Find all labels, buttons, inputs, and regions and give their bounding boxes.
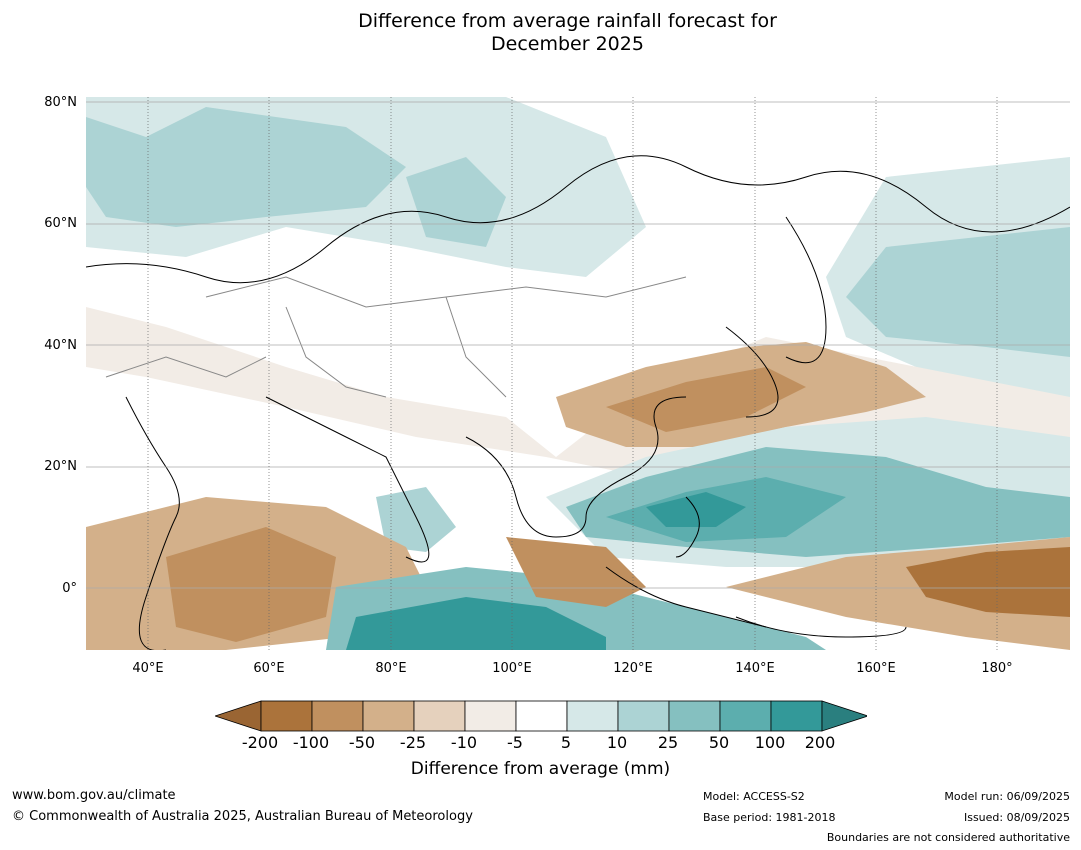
colorbar bbox=[215, 700, 867, 732]
map-title-line2: December 2025 bbox=[491, 33, 644, 55]
dry-region-maritime-continent bbox=[506, 537, 646, 607]
lon-label-160e: 160°E bbox=[856, 661, 896, 676]
latitude-gridlines bbox=[86, 101, 1070, 589]
colorbar-tick: 50 bbox=[708, 733, 730, 752]
lat-label-40n: 40°N bbox=[44, 338, 77, 353]
colorbar-cell bbox=[413, 700, 466, 732]
colorbar-cell bbox=[617, 700, 670, 732]
country-boundaries bbox=[105, 276, 687, 398]
lat-label-80n: 80°N bbox=[44, 95, 77, 110]
colorbar-cell bbox=[515, 700, 568, 732]
map-title: Difference from average rainfall forecas… bbox=[0, 10, 1081, 56]
footer-issued: Issued: 08/09/2025 bbox=[963, 811, 1070, 824]
map-title-line1: Difference from average rainfall forecas… bbox=[358, 10, 777, 32]
colorbar-cell bbox=[311, 700, 364, 732]
wet-region-bay-of-bengal bbox=[376, 487, 456, 552]
colorbar-cell bbox=[260, 700, 313, 732]
wet-region-north-pacific-inner bbox=[846, 227, 1070, 357]
lon-label-120e: 120°E bbox=[613, 661, 653, 676]
colorbar-tick: 10 bbox=[606, 733, 628, 752]
map-canvas bbox=[86, 97, 1070, 650]
lat-label-0: 0° bbox=[62, 581, 77, 596]
colorbar-tick: -50 bbox=[348, 733, 376, 752]
lon-label-100e: 100°E bbox=[492, 661, 532, 676]
colorbar-tick: 25 bbox=[657, 733, 679, 752]
footer-url[interactable]: www.bom.gov.au/climate bbox=[12, 788, 176, 803]
dry-region-equatorial-pacific-core bbox=[906, 547, 1070, 617]
colorbar-cell bbox=[566, 700, 619, 732]
colorbar-tick: -25 bbox=[399, 733, 427, 752]
coastlines bbox=[86, 155, 1070, 650]
colorbar-cell bbox=[770, 700, 823, 732]
colorbar-tick: -5 bbox=[507, 733, 523, 752]
lat-label-20n: 20°N bbox=[44, 459, 77, 474]
lon-label-80e: 80°E bbox=[375, 661, 407, 676]
colorbar-cell bbox=[362, 700, 415, 732]
colorbar-tick: -10 bbox=[450, 733, 478, 752]
colorbar-tick: 100 bbox=[754, 733, 786, 752]
lon-label-140e: 140°E bbox=[735, 661, 775, 676]
wet-region-siberia bbox=[406, 157, 506, 247]
colorbar-tick: -200 bbox=[241, 733, 279, 752]
lat-label-60n: 60°N bbox=[44, 216, 77, 231]
footer-disclaimer: Boundaries are not considered authoritat… bbox=[826, 831, 1070, 844]
wet-region-north-europe bbox=[86, 107, 406, 227]
lon-label-180: 180° bbox=[981, 661, 1013, 676]
footer-base-period: Base period: 1981-2018 bbox=[703, 811, 836, 824]
footer-model: Model: ACCESS-S2 bbox=[703, 790, 805, 803]
colorbar-cell bbox=[464, 700, 517, 732]
longitude-gridlines bbox=[147, 97, 998, 650]
colorbar-extend-high bbox=[821, 700, 867, 732]
colorbar-tick: 5 bbox=[560, 733, 572, 752]
dry-region-equatorial-west-core bbox=[166, 527, 336, 642]
colorbar-tick: -100 bbox=[292, 733, 330, 752]
rainfall-anomaly-map bbox=[86, 97, 1070, 650]
colorbar-tick: 200 bbox=[804, 733, 836, 752]
colorbar-label: Difference from average (mm) bbox=[410, 759, 671, 779]
dry-region-china-core bbox=[606, 367, 806, 432]
lon-label-40e: 40°E bbox=[132, 661, 164, 676]
colorbar-cell bbox=[719, 700, 772, 732]
colorbar-extend-low bbox=[215, 700, 262, 732]
footer-copyright: © Commonwealth of Australia 2025, Austra… bbox=[12, 809, 473, 824]
lon-label-60e: 60°E bbox=[253, 661, 285, 676]
footer-model-run: Model run: 06/09/2025 bbox=[944, 790, 1070, 803]
wet-region-south-indian-ocean-core bbox=[346, 597, 606, 650]
colorbar-cell bbox=[668, 700, 721, 732]
